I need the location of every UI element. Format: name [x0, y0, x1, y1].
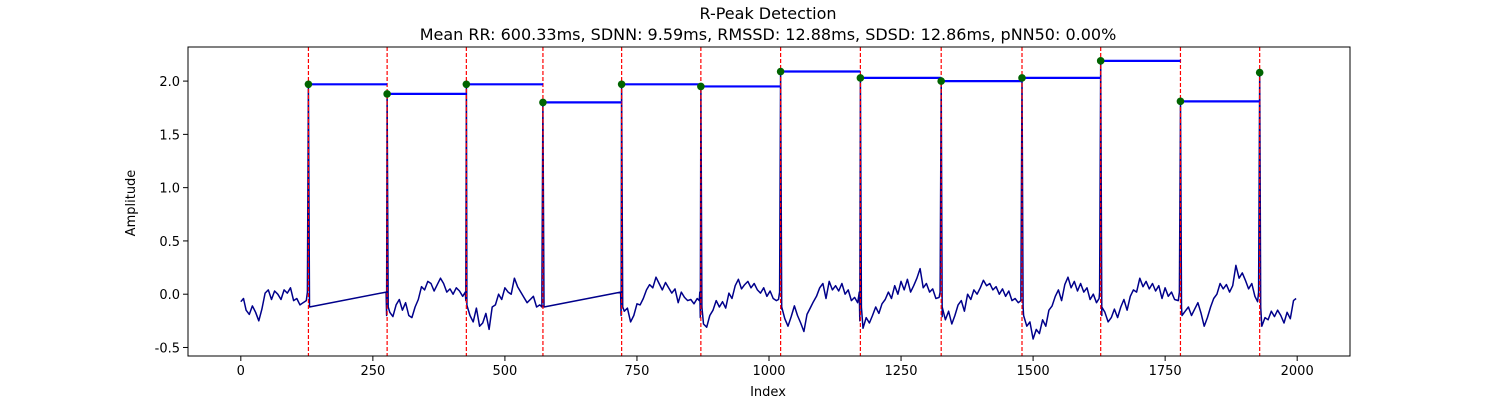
- y-tick-label: -0.5: [155, 341, 180, 356]
- y-axis-label: Amplitude: [124, 170, 139, 237]
- x-tick-label: 0: [237, 364, 245, 379]
- x-tick-label: 2000: [1281, 364, 1314, 379]
- r-peak-marker: [856, 74, 865, 82]
- r-peak-marker: [617, 80, 626, 89]
- x-tick-label: 1000: [752, 364, 785, 379]
- x-tick-label: 1250: [884, 364, 917, 379]
- x-tick-label: 1750: [1149, 364, 1182, 379]
- chart-title: R-Peak Detection: [699, 4, 836, 23]
- x-tick-label: 750: [625, 364, 650, 379]
- r-peak-marker: [304, 80, 313, 89]
- plot-area: [240, 47, 1297, 356]
- y-tick-label: 1.5: [159, 128, 180, 143]
- x-axis-label: Index: [750, 385, 786, 400]
- x-tick-label: 500: [492, 364, 517, 379]
- r-peak-marker: [1255, 68, 1264, 77]
- r-peak-marker: [697, 82, 705, 91]
- r-peak-marker: [462, 80, 471, 89]
- r-peak-marker: [383, 90, 391, 98]
- y-tick-label: 2.0: [159, 75, 180, 90]
- chart-subtitle: Mean RR: 600.33ms, SDNN: 9.59ms, RMSSD: …: [420, 25, 1117, 44]
- r-peak-marker: [1018, 74, 1026, 82]
- r-peak-marker: [1096, 57, 1105, 65]
- x-tick-label: 250: [360, 364, 385, 379]
- y-tick-label: 0.5: [159, 235, 180, 250]
- y-tick-label: 1.0: [159, 182, 180, 197]
- r-peak-marker: [776, 67, 785, 76]
- r-peak-marker: [1176, 97, 1185, 106]
- y-tick-label: 0.0: [159, 288, 180, 303]
- r-peak-marker: [937, 77, 945, 85]
- ecg-signal-line: [240, 60, 1297, 340]
- x-tick-label: 1500: [1017, 364, 1050, 379]
- axes-frame: [187, 46, 1351, 357]
- axis-ticks: 0 250 500 750 1000 1250 1500 1750 2000 -0.5 0.0 0.5…: [155, 75, 1314, 379]
- r-peak-marker: [539, 98, 547, 107]
